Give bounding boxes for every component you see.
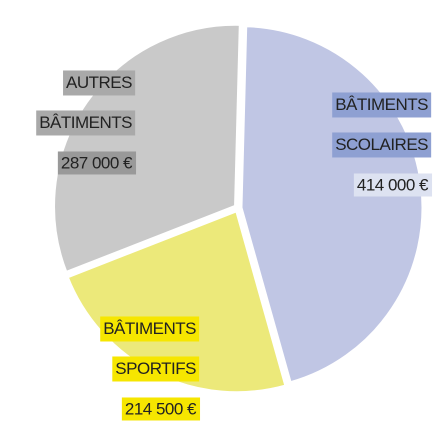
category-line: SPORTIFS — [115, 359, 196, 378]
value-label: 214 500 € — [125, 399, 197, 418]
category-label: BÂTIMENTS SCOLAIRES — [335, 95, 428, 154]
value-label-highlight — [353, 173, 433, 197]
category-label: AUTRES BÂTIMENTS — [39, 73, 132, 132]
category-line: BÂTIMENTS — [103, 319, 196, 338]
category-label: BÂTIMENTS SPORTIFS — [103, 319, 196, 378]
value-label: 287 000 € — [61, 153, 133, 172]
category-highlight — [100, 316, 200, 342]
category-label-group: BÂTIMENTS SCOLAIRES — [332, 92, 432, 158]
category-highlight — [63, 70, 136, 96]
category-line: BÂTIMENTS — [39, 113, 132, 132]
value-label-group: 214 500 € — [121, 397, 201, 421]
category-highlight — [112, 356, 200, 382]
category-line: AUTRES — [66, 73, 132, 92]
value-label-group: 414 000 € — [353, 173, 433, 197]
category-line: BÂTIMENTS — [335, 95, 428, 114]
category-label-group: AUTRES BÂTIMENTS — [36, 70, 136, 136]
category-highlight — [332, 92, 432, 118]
value-label-highlight — [57, 151, 137, 175]
value-label-group: 287 000 € — [57, 151, 137, 175]
category-highlight — [36, 110, 136, 136]
value-label-highlight — [121, 397, 201, 421]
category-label-group: BÂTIMENTS SPORTIFS — [100, 316, 200, 382]
category-highlight — [332, 132, 432, 158]
category-line: SCOLAIRES — [335, 135, 428, 154]
value-label: 414 000 € — [357, 175, 429, 194]
